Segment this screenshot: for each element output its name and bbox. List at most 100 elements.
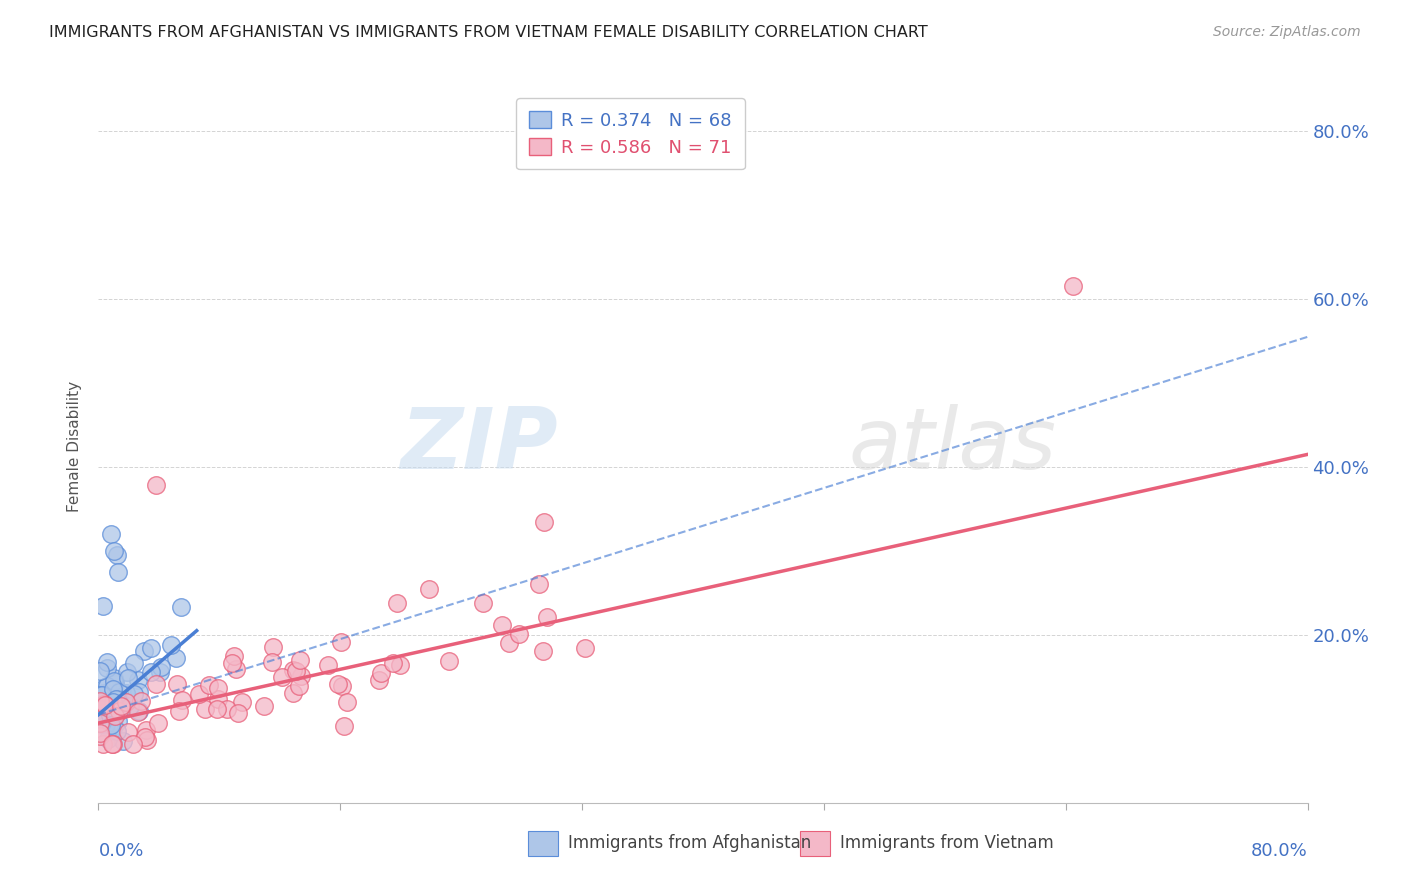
- Point: [574, 641, 596, 656]
- Point: [160, 638, 183, 652]
- Point: [98, 717, 121, 731]
- Point: [281, 686, 304, 700]
- Point: [122, 687, 145, 701]
- Point: [127, 673, 149, 687]
- Point: [139, 641, 162, 656]
- Point: [98, 707, 121, 722]
- Point: [104, 677, 127, 691]
- Point: [121, 737, 143, 751]
- Text: Immigrants from Afghanistan: Immigrants from Afghanistan: [568, 835, 811, 853]
- Point: [100, 717, 122, 731]
- Point: [90, 704, 112, 718]
- Point: [114, 686, 136, 700]
- Point: [105, 724, 128, 739]
- Point: [101, 714, 124, 729]
- Point: [188, 687, 211, 701]
- Point: [262, 640, 284, 655]
- Point: [117, 672, 139, 686]
- Point: [128, 704, 150, 718]
- Point: [207, 681, 229, 695]
- Text: Immigrants from Vietnam: Immigrants from Vietnam: [839, 835, 1053, 853]
- Point: [89, 730, 111, 744]
- Point: [491, 617, 513, 632]
- Point: [533, 515, 555, 529]
- Point: [150, 660, 173, 674]
- Point: [262, 655, 284, 669]
- Point: [437, 655, 460, 669]
- Point: [107, 714, 129, 729]
- Point: [370, 665, 392, 680]
- Point: [135, 732, 157, 747]
- Point: [91, 688, 114, 702]
- Point: [527, 576, 550, 591]
- Point: [94, 698, 117, 713]
- Point: [91, 599, 114, 613]
- Point: [145, 677, 167, 691]
- Point: [288, 679, 311, 693]
- Point: [388, 658, 411, 673]
- Point: [531, 644, 554, 658]
- Point: [326, 676, 349, 690]
- Point: [284, 664, 307, 678]
- Text: atlas: atlas: [848, 404, 1056, 488]
- Point: [89, 692, 111, 706]
- Point: [112, 733, 135, 747]
- Point: [103, 704, 125, 718]
- Point: [139, 665, 162, 679]
- Point: [100, 696, 122, 710]
- Point: [89, 705, 111, 719]
- FancyBboxPatch shape: [527, 831, 558, 856]
- Point: [172, 692, 194, 706]
- Point: [100, 527, 122, 541]
- Point: [253, 699, 276, 714]
- Point: [217, 702, 239, 716]
- Point: [103, 674, 125, 689]
- Text: 80.0%: 80.0%: [1251, 842, 1308, 860]
- Point: [110, 699, 132, 714]
- Point: [418, 582, 440, 597]
- Point: [385, 596, 408, 610]
- Point: [498, 635, 520, 649]
- Point: [194, 702, 217, 716]
- Point: [89, 665, 111, 679]
- Point: [332, 718, 354, 732]
- Point: [128, 685, 150, 699]
- Point: [103, 544, 125, 558]
- Point: [135, 723, 157, 737]
- Point: [508, 627, 530, 641]
- Point: [94, 685, 117, 699]
- Point: [96, 679, 118, 693]
- Point: [132, 644, 155, 658]
- Point: [103, 695, 125, 709]
- Point: [146, 715, 169, 730]
- Point: [101, 737, 124, 751]
- Point: [100, 716, 122, 731]
- Point: [226, 706, 249, 720]
- Point: [283, 663, 305, 677]
- Point: [134, 730, 156, 744]
- Point: [205, 702, 228, 716]
- Point: [198, 678, 221, 692]
- Point: [93, 698, 115, 712]
- Point: [94, 681, 117, 695]
- Point: [89, 716, 111, 731]
- Point: [101, 737, 124, 751]
- Point: [290, 669, 312, 683]
- Point: [98, 719, 121, 733]
- FancyBboxPatch shape: [800, 831, 830, 856]
- Point: [381, 657, 404, 671]
- Y-axis label: Female Disability: Female Disability: [67, 380, 83, 512]
- Point: [222, 648, 245, 663]
- Point: [89, 705, 111, 719]
- Point: [107, 690, 129, 705]
- Text: IMMIGRANTS FROM AFGHANISTAN VS IMMIGRANTS FROM VIETNAM FEMALE DISABILITY CORRELA: IMMIGRANTS FROM AFGHANISTAN VS IMMIGRANT…: [49, 25, 928, 40]
- Point: [336, 695, 359, 709]
- Point: [115, 695, 138, 709]
- Point: [89, 726, 111, 740]
- Point: [90, 702, 112, 716]
- Point: [271, 670, 294, 684]
- Point: [122, 656, 145, 670]
- Point: [316, 658, 339, 673]
- Point: [104, 674, 127, 689]
- Point: [100, 724, 122, 739]
